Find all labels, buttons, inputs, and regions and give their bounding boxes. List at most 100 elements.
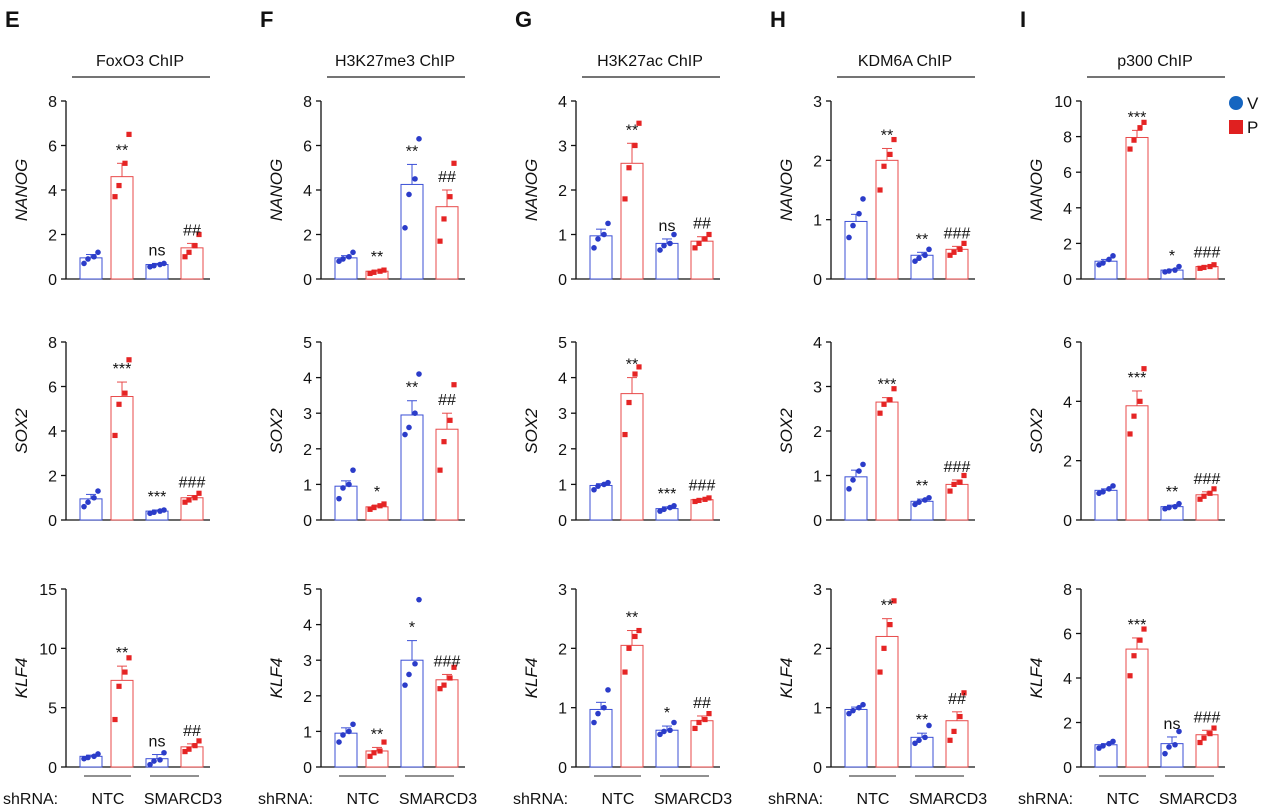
bar: [1125, 648, 1149, 768]
group-label-smarcd3: SMARCD3: [144, 791, 222, 808]
panel-letter: E: [5, 7, 20, 32]
y-tick-label: 0: [813, 513, 822, 530]
y-tick-label: 4: [558, 94, 567, 111]
data-point: [947, 737, 953, 743]
y-tick-label: 0: [1063, 272, 1072, 289]
group-label-ntc: NTC: [347, 791, 380, 808]
bar: [844, 220, 868, 280]
data-point: [437, 238, 443, 244]
y-tick-label: 1: [813, 213, 822, 230]
y-tick-label: 0: [1063, 760, 1072, 777]
y-axis-label: SOX2: [267, 408, 286, 454]
data-point: [1141, 366, 1147, 372]
significance-label: ###: [1194, 245, 1221, 262]
y-tick-label: 1: [303, 477, 312, 494]
data-point: [887, 622, 893, 628]
data-point: [1172, 267, 1178, 273]
data-point: [416, 136, 422, 142]
y-axis-label: KLF4: [522, 658, 541, 699]
y-axis-label: SOX2: [1027, 408, 1046, 454]
data-point: [451, 160, 457, 166]
subplot-klf4: 0 5 10 15 KLF4 ** ns ##: [12, 582, 210, 777]
data-point: [706, 711, 712, 717]
data-point: [860, 701, 866, 708]
data-point: [447, 675, 453, 681]
data-point: [661, 242, 667, 249]
y-tick-label: 0: [48, 272, 57, 289]
y-tick-label: 5: [303, 582, 312, 599]
significance-label: ###: [689, 478, 716, 495]
data-point: [336, 739, 342, 745]
bar: [110, 396, 134, 521]
data-point: [891, 136, 897, 143]
data-point: [402, 225, 408, 231]
panel-letter: I: [1020, 7, 1026, 32]
data-point: [340, 485, 346, 491]
significance-label: **: [406, 143, 418, 160]
data-point: [912, 258, 918, 265]
y-tick-label: 4: [303, 371, 312, 388]
panel-title: FoxO3 ChIP: [96, 53, 184, 70]
data-point: [622, 431, 628, 438]
data-point: [626, 165, 632, 171]
bar: [589, 708, 613, 768]
y-tick-label: 0: [813, 760, 822, 777]
y-tick-label: 1: [558, 701, 567, 718]
y-axis-label: NANOG: [777, 159, 796, 221]
data-point: [877, 187, 883, 193]
data-point: [856, 468, 862, 474]
data-point: [346, 253, 352, 260]
data-point: [671, 231, 677, 238]
data-point: [860, 196, 866, 202]
y-tick-label: 3: [303, 653, 312, 670]
y-tick-label: 0: [303, 272, 312, 289]
data-point: [1197, 496, 1203, 502]
data-point: [1162, 750, 1168, 757]
data-point: [702, 716, 708, 723]
y-tick-label: 4: [1063, 201, 1072, 218]
data-point: [381, 739, 387, 745]
significance-label: ##: [183, 723, 201, 740]
y-tick-label: 2: [1063, 716, 1072, 733]
data-point: [126, 655, 132, 661]
bar: [365, 750, 389, 768]
significance-label: **: [626, 122, 638, 139]
significance-label: **: [116, 142, 128, 159]
bar: [1125, 136, 1149, 280]
data-point: [116, 683, 122, 689]
significance-label: **: [371, 726, 383, 743]
data-point: [441, 216, 447, 222]
data-point: [81, 503, 87, 510]
data-point: [926, 246, 932, 253]
y-tick-label: 8: [303, 94, 312, 111]
group-label-smarcd3: SMARCD3: [654, 791, 732, 808]
data-point: [451, 664, 457, 670]
data-point: [881, 163, 887, 169]
data-point: [1110, 483, 1116, 489]
data-point: [447, 417, 453, 423]
bar: [400, 414, 424, 521]
data-point: [1131, 137, 1137, 143]
data-point: [1172, 503, 1178, 510]
y-tick-label: 4: [303, 618, 312, 635]
data-point: [926, 722, 932, 729]
data-point: [1176, 263, 1182, 270]
y-axis-label: SOX2: [777, 408, 796, 454]
data-point: [1137, 637, 1143, 643]
y-tick-label: 4: [48, 424, 57, 441]
data-point: [916, 737, 922, 744]
data-point: [1100, 489, 1106, 495]
y-tick-label: 2: [558, 442, 567, 459]
data-point: [151, 262, 157, 269]
data-point: [157, 757, 163, 763]
significance-label: ###: [1194, 471, 1221, 488]
y-tick-label: 2: [303, 442, 312, 459]
data-point: [1110, 253, 1116, 259]
bar: [875, 401, 899, 521]
y-tick-label: 6: [1063, 627, 1072, 644]
data-point: [706, 495, 712, 501]
data-point: [891, 598, 897, 604]
